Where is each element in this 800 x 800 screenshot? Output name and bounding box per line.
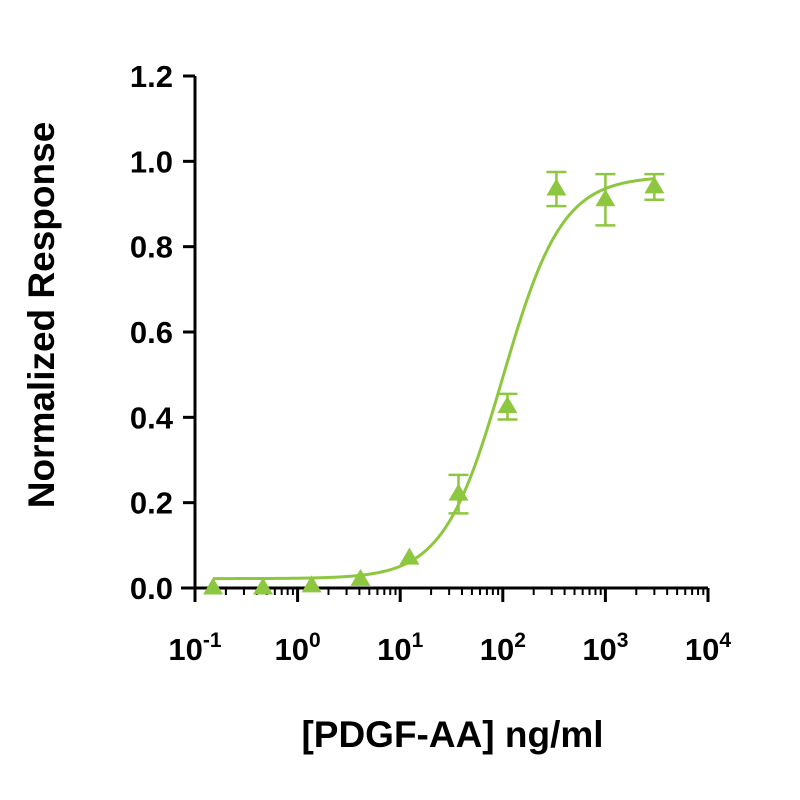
x-tick-label: 103 [582, 629, 628, 667]
y-tick-label: 1.0 [130, 144, 173, 179]
data-point [203, 577, 224, 595]
x-tick-label: 104 [685, 629, 731, 667]
y-axis-title-container: Normalized Response [20, 80, 64, 550]
x-tick-label: 10-1 [168, 629, 221, 667]
y-tick-label: 0.8 [130, 230, 173, 265]
fit-curve [213, 177, 655, 581]
data-point [399, 547, 420, 565]
y-tick-label: 1.2 [130, 59, 173, 94]
x-tick-label: 100 [275, 629, 321, 667]
y-tick-label: 0.0 [130, 571, 173, 606]
data-point [252, 577, 273, 595]
data-point [497, 396, 518, 414]
y-tick-label: 0.4 [130, 400, 174, 435]
data-point [350, 568, 371, 586]
x-axis-title: [PDGF-AA] ng/ml [301, 714, 604, 755]
y-tick-label: 0.6 [130, 315, 173, 350]
y-axis-title: Normalized Response [21, 121, 62, 509]
data-point [448, 483, 469, 501]
data-point [644, 176, 665, 194]
data-point [301, 575, 322, 593]
y-tick-label: 0.2 [130, 486, 173, 521]
x-tick-label: 101 [377, 629, 423, 667]
x-tick-label: 102 [480, 629, 526, 667]
data-point [595, 189, 616, 207]
data-point [546, 178, 567, 196]
